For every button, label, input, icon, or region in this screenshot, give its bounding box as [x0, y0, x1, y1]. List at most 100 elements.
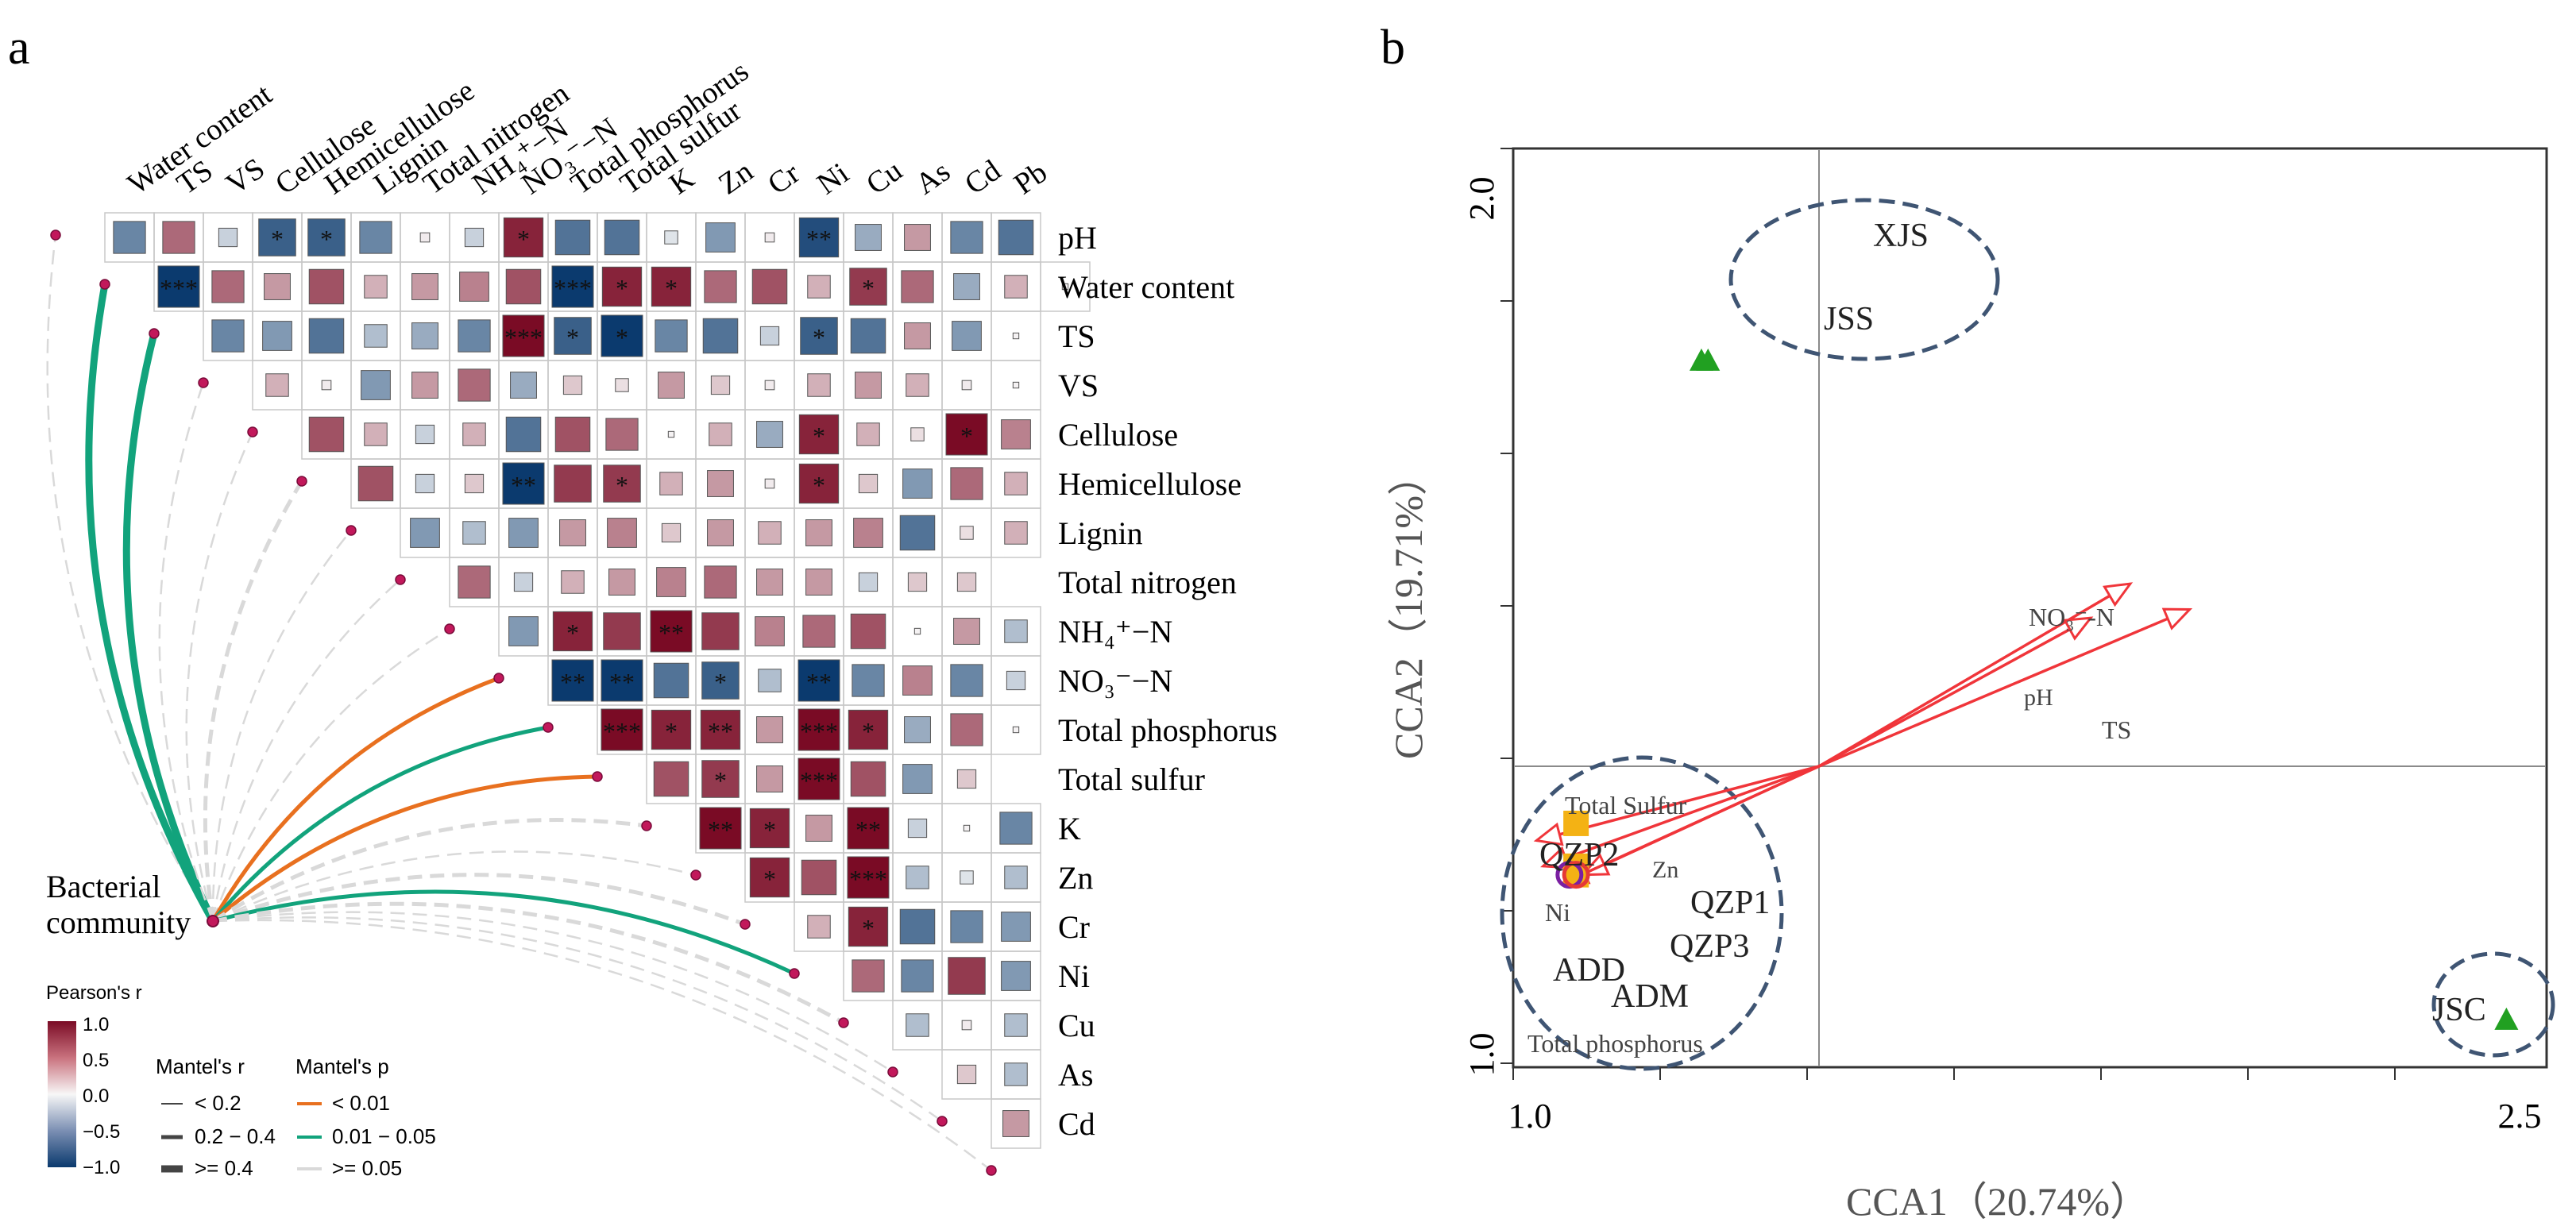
heatmap-square-water-content-cu [849, 268, 887, 306]
heatmap-square-vs-zn [710, 375, 731, 395]
heatmap-square-total-sulfur-zn [701, 760, 740, 798]
point-label-xjs: XJS [1873, 218, 1929, 254]
mantel-links [46, 234, 992, 1171]
heatmap-square-cellulose-pb [1001, 419, 1031, 449]
heatmap-square-total-nitrogen-zn [704, 565, 737, 599]
heatmap-square-total-nitrogen-cu [858, 572, 879, 592]
heatmap-square-ni-pb [1001, 961, 1031, 991]
mantel-link-water-content [85, 283, 216, 923]
mantel-link-total-sulfur [211, 774, 598, 923]
heatmap-square-hemicellulose-nh-n [464, 473, 485, 494]
heatmap-square-water-content-total-sulfur [601, 266, 643, 307]
significance-mark: *** [800, 766, 838, 795]
sample-points [1555, 348, 2519, 1030]
heatmap-square-no-n-k [653, 662, 689, 699]
heatmap-square-cellulose-k [667, 430, 675, 438]
heatmap-square-ph-no-n [503, 217, 544, 258]
heatmap-square-cd-pb [1002, 1110, 1029, 1137]
heatmap-square-vs-nh-n [458, 368, 491, 402]
arrow-label-ts: TS [2102, 715, 2131, 744]
significance-mark: ** [708, 816, 733, 844]
sample-point-jsc [2494, 1007, 2519, 1030]
heatmap-square-water-content-cellulose [264, 273, 291, 300]
mantel-link-total-phosphorus [211, 725, 549, 923]
heatmap-square-ph-nh-n [464, 227, 485, 248]
heatmap-cell [991, 1098, 1041, 1149]
significance-mark: * [763, 865, 776, 893]
mantel-link-as [212, 911, 894, 1074]
arrow-ph [1818, 616, 2091, 768]
pearson-colorbar [48, 1021, 76, 1167]
heatmap-square-total-nitrogen-cd [956, 572, 977, 592]
variable-node-zn [690, 869, 701, 881]
heatmap-square-ts-hemicellulose [308, 318, 345, 354]
mantel-link-cd [212, 916, 943, 1123]
significance-mark: * [616, 323, 628, 352]
mantel-link-vs [158, 382, 214, 922]
heatmap-square-water-content-ts [157, 265, 200, 308]
heatmap-square-total-nitrogen-total-phosphorus [561, 570, 585, 594]
heatmap-square-cr-ni [807, 915, 831, 939]
significance-mark: ** [609, 668, 635, 696]
heatmap-square-no-n-pb [1006, 670, 1026, 691]
heatmap-square-vs-ni [807, 373, 831, 397]
row-label-as: As [1058, 1057, 1093, 1093]
significance-mark: * [271, 225, 284, 253]
heatmap-square-total-phosphorus-cd [950, 713, 983, 746]
heatmap-square-ts-as [904, 322, 931, 349]
variable-node-ni [789, 968, 800, 979]
top-label-cu: Cu [860, 154, 908, 202]
heatmap-square-zn-cr [749, 857, 790, 898]
heatmap-square-vs-lignin [361, 370, 391, 400]
heatmap-square-total-nitrogen-as [907, 572, 928, 592]
heatmap-square-nh-n-as [913, 627, 921, 635]
variable-node-cellulose [247, 426, 258, 438]
top-label-zn: Zn [713, 155, 759, 202]
significance-mark: *** [160, 274, 198, 303]
heatmap-square-nh-n-ni [802, 615, 836, 648]
heatmap-square-cellulose-nh-n [462, 422, 486, 446]
heatmap-square-ph-total-phosphorus [554, 219, 591, 256]
heatmap-square-hemicellulose-zn [707, 470, 734, 497]
top-label-vs: VS [220, 152, 271, 201]
significance-mark: ** [806, 225, 832, 253]
colorbar-tick-label: 1.0 [83, 1014, 109, 1035]
group-ellipse-xjs-jss [1728, 198, 2000, 361]
heatmap-square-lignin-cr [758, 521, 782, 545]
significance-mark: ** [511, 471, 536, 499]
heatmap-square-water-content-as [901, 270, 934, 303]
legend-mantel-r-medium: 0.2 − 0.4 [195, 1124, 276, 1148]
heatmap-square-k-cd [963, 824, 971, 832]
point-label-add: ADD [1553, 952, 1625, 989]
heatmap-square-ts-lignin [364, 324, 388, 348]
heatmap-square-total-phosphorus-cr [756, 716, 783, 743]
x-tick-min: 1.0 [1508, 1097, 1552, 1136]
heatmap-square-water-content-ni [807, 275, 831, 299]
variable-node-total-nitrogen [395, 574, 406, 585]
heatmap-square-zn-ni [801, 859, 837, 896]
significance-mark: * [714, 668, 727, 696]
heatmap-square-ni-cd [948, 957, 986, 995]
significance-mark: * [566, 619, 579, 647]
heatmap-square-vs-k [658, 372, 685, 399]
heatmap-square-ni-as [901, 959, 934, 993]
point-label-qzp1: QZP1 [1690, 885, 1770, 921]
heatmap-square-ts-nh-n [458, 319, 491, 353]
significance-mark: * [616, 471, 628, 499]
legend-mantel-r-title: Mantel's r [156, 1055, 245, 1078]
arrow-label-total-phosphorus: Total phosphorus [1527, 1029, 1703, 1058]
heatmap-square-total-phosphorus-zn [700, 709, 741, 750]
heatmap-square-total-nitrogen-k [656, 567, 686, 597]
heatmap-square-cellulose-cr [756, 421, 783, 448]
axis-ticks [1500, 148, 2396, 1080]
heatmap-square-nh-n-zn [701, 612, 740, 650]
heatmap-square-cellulose-total-nitrogen [415, 424, 435, 445]
heatmap-square-water-content-undefined [1061, 283, 1069, 291]
heatmap-square-water-content-total-phosphorus [551, 265, 594, 308]
heatmap-square-vs-pb [1012, 381, 1020, 389]
heatmap-cell [1040, 261, 1091, 312]
significance-mark: *** [603, 717, 641, 746]
heatmap-square-water-content-hemicellulose [308, 268, 345, 305]
heatmap-square-lignin-k [661, 522, 682, 543]
significance-mark: *** [800, 717, 838, 746]
